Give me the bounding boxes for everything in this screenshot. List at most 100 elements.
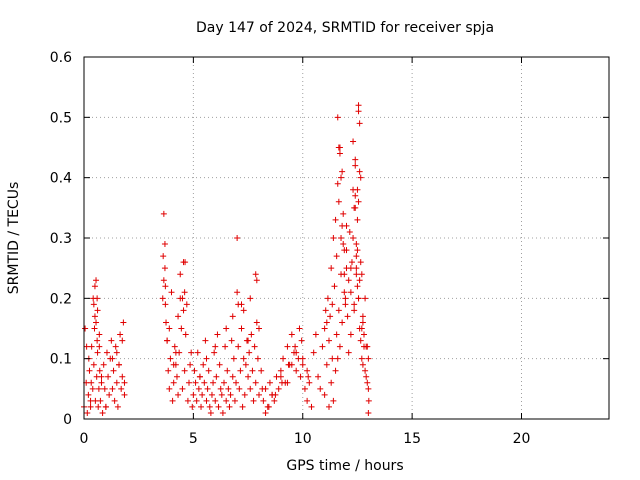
data-point	[305, 373, 312, 380]
data-point	[231, 397, 238, 404]
data-point	[190, 391, 197, 398]
y-tick-label: 0.5	[50, 110, 72, 126]
data-point	[170, 379, 177, 386]
data-point	[362, 295, 369, 302]
data-point	[319, 343, 326, 350]
data-point	[334, 114, 341, 121]
data-point	[354, 283, 361, 290]
data-point	[238, 301, 245, 308]
data-point	[224, 367, 231, 374]
data-point	[198, 403, 205, 410]
y-tick-label: 0.4	[50, 171, 72, 187]
data-point	[284, 379, 291, 386]
data-point	[117, 331, 124, 338]
data-point	[225, 385, 232, 392]
data-point	[329, 355, 336, 362]
data-point	[277, 373, 284, 380]
data-point	[179, 295, 186, 302]
data-point	[271, 397, 278, 404]
data-point	[226, 403, 233, 410]
data-point	[188, 349, 195, 356]
data-point	[327, 313, 334, 320]
data-point	[355, 102, 362, 109]
data-point	[355, 198, 362, 205]
data-point	[205, 367, 212, 374]
data-point	[192, 379, 199, 386]
data-point	[96, 343, 103, 350]
data-point	[193, 397, 200, 404]
data-point	[304, 397, 311, 404]
data-point	[223, 325, 230, 332]
data-point	[116, 361, 122, 368]
data-point	[335, 198, 342, 205]
data-point	[338, 174, 345, 181]
data-point	[251, 343, 258, 350]
data-point	[181, 367, 188, 374]
data-point	[353, 265, 360, 272]
data-point	[340, 210, 347, 217]
data-point	[175, 313, 182, 320]
data-point	[260, 397, 267, 404]
data-point	[221, 379, 227, 386]
data-point	[236, 385, 243, 392]
data-point	[191, 367, 198, 374]
data-point	[355, 108, 362, 115]
data-point	[328, 265, 335, 272]
data-point	[165, 367, 172, 374]
data-point	[86, 367, 93, 374]
data-point	[240, 355, 247, 362]
data-point	[346, 228, 353, 235]
data-point	[365, 397, 372, 404]
data-point	[359, 319, 366, 326]
data-point	[178, 325, 185, 332]
data-point	[321, 391, 328, 398]
data-point	[357, 174, 364, 181]
data-point	[177, 271, 184, 278]
data-point	[119, 373, 126, 380]
data-point	[182, 331, 189, 338]
data-point	[342, 301, 349, 308]
data-point	[186, 379, 192, 386]
y-axis-label: SRMTID / TECUs	[6, 182, 22, 295]
data-point	[272, 391, 279, 398]
data-point	[345, 277, 352, 284]
data-point	[96, 367, 103, 374]
data-point	[354, 216, 361, 223]
data-point	[348, 259, 355, 266]
data-point	[91, 325, 98, 332]
data-point	[161, 241, 168, 248]
data-point	[196, 373, 203, 380]
data-point	[334, 180, 341, 187]
data-point	[169, 397, 176, 404]
data-point	[275, 385, 282, 392]
data-point	[83, 343, 90, 350]
data-point	[343, 222, 350, 229]
data-point	[288, 331, 295, 338]
data-point	[120, 319, 127, 326]
data-point	[96, 331, 103, 338]
data-point	[229, 313, 236, 320]
y-tick-label: 0.2	[50, 291, 72, 307]
data-point	[183, 301, 190, 308]
data-point	[256, 325, 262, 332]
data-point	[105, 373, 112, 380]
data-point	[102, 403, 109, 410]
data-point	[223, 397, 230, 404]
data-point	[336, 150, 343, 157]
data-point	[161, 265, 168, 272]
data-point	[110, 367, 117, 374]
data-point	[234, 289, 241, 296]
data-point	[258, 367, 265, 374]
data-point	[97, 397, 104, 404]
data-point	[113, 379, 120, 386]
data-point	[109, 385, 116, 392]
data-point	[331, 283, 338, 290]
data-point	[114, 403, 121, 410]
data-point	[352, 204, 359, 211]
data-point	[359, 313, 366, 320]
data-point	[167, 355, 174, 362]
data-point	[184, 397, 191, 404]
data-point	[162, 283, 169, 290]
data-point	[347, 289, 354, 296]
